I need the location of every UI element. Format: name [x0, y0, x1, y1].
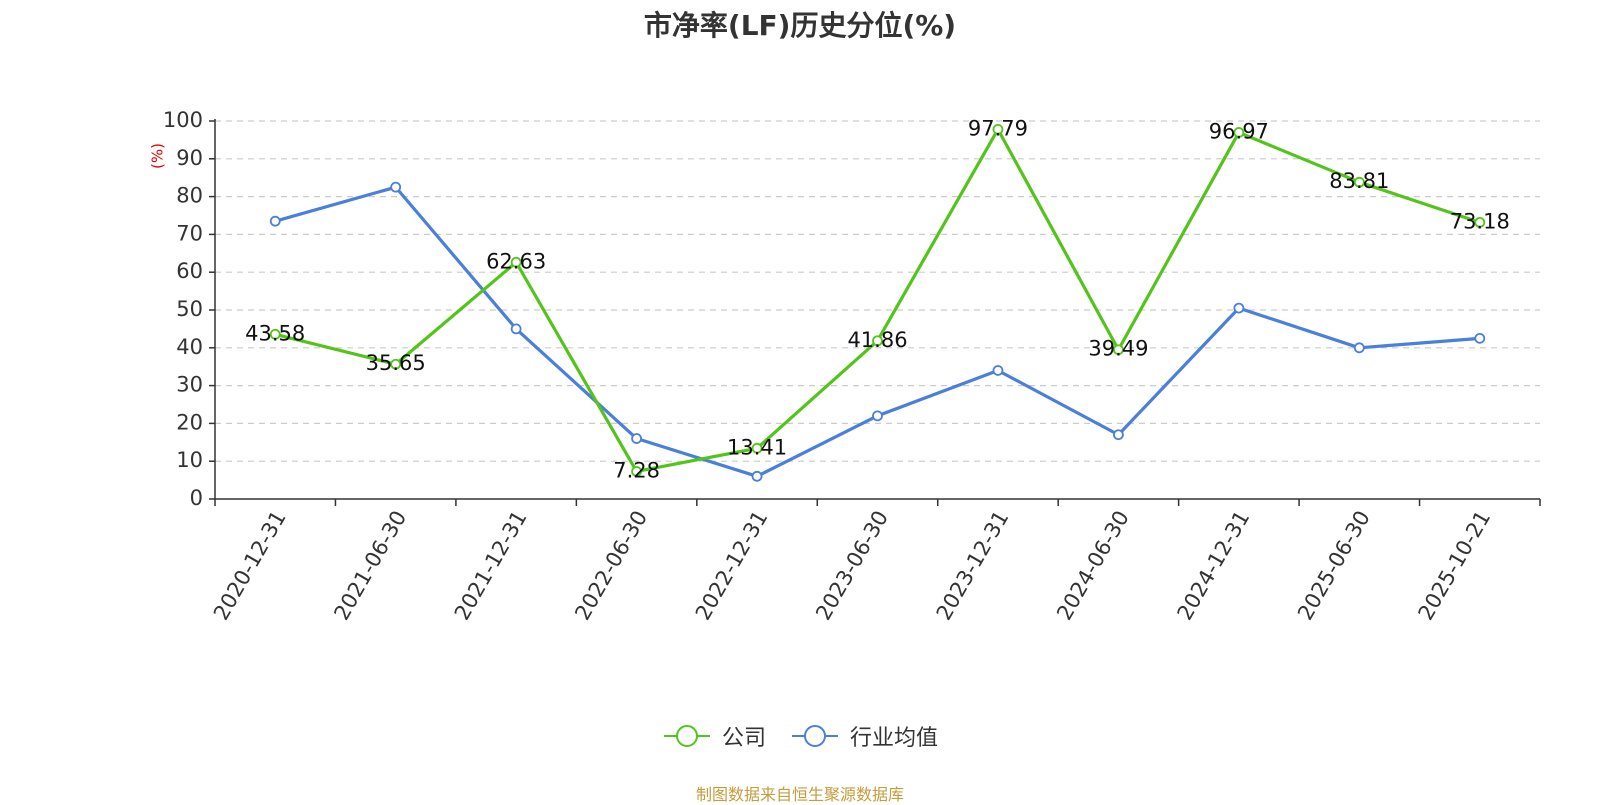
- data-point-company[interactable]: [872, 335, 883, 347]
- data-label-company: 62.63: [486, 249, 546, 273]
- data-label-company: 97.79: [968, 116, 1028, 140]
- data-point-industry[interactable]: [510, 323, 522, 335]
- data-point-industry[interactable]: [631, 433, 642, 444]
- x-tick-label: 2022-06-30: [570, 507, 652, 625]
- y-tick-label: 20: [176, 410, 203, 434]
- x-tick-label: 2023-12-31: [932, 507, 1014, 625]
- y-tick-label: 10: [176, 448, 203, 472]
- series-group: [269, 123, 1486, 482]
- x-tick-label: 2024-12-31: [1173, 507, 1255, 625]
- data-label-company: 43.58: [245, 321, 305, 345]
- legend-industry-icon: [792, 725, 838, 747]
- x-tick-label: 2021-06-30: [329, 507, 411, 625]
- data-point-industry[interactable]: [1353, 342, 1365, 354]
- y-tick-label: 100: [163, 108, 203, 132]
- y-tick-label: 70: [176, 221, 203, 245]
- legend-item-company[interactable]: 公司: [662, 720, 766, 752]
- data-point-company[interactable]: [510, 256, 522, 268]
- data-point-industry[interactable]: [1233, 302, 1245, 314]
- data-point-company[interactable]: [1233, 127, 1245, 138]
- legend: 公司 行业均值: [0, 720, 1600, 752]
- data-point-industry[interactable]: [269, 215, 281, 227]
- y-tick-label: 80: [176, 184, 203, 208]
- data-point-company[interactable]: [751, 442, 763, 454]
- data-point-company[interactable]: [631, 466, 642, 477]
- line-chart: 0 10 20 30 40 50 60 70 80 90 100 2020-12-31 2021-06-…: [149, 108, 1541, 625]
- data-point-company[interactable]: [1474, 216, 1486, 228]
- data-label-company: 73.18: [1450, 209, 1510, 233]
- y-tick-label: 0: [190, 486, 203, 510]
- data-labels: 43.58 35.65 62.63 7.28 13.41 41.86 97.79 39.49 9…: [245, 116, 1510, 482]
- data-label-company: 13.41: [727, 435, 787, 459]
- data-label-company: 83.81: [1329, 169, 1389, 193]
- chart-title: 市净率(LF)历史分位(%): [643, 9, 957, 42]
- y-tick-label: 30: [176, 373, 203, 397]
- data-point-industry[interactable]: [751, 470, 763, 482]
- y-tick-label: 60: [176, 259, 203, 283]
- data-point-industry[interactable]: [872, 410, 883, 422]
- data-point-industry[interactable]: [390, 181, 402, 193]
- grid-lines: [215, 120, 1540, 462]
- y-tick-label: 50: [176, 297, 203, 321]
- data-point-industry[interactable]: [1113, 429, 1124, 441]
- data-point-company[interactable]: [269, 328, 281, 340]
- legend-industry-label: 行业均值: [850, 726, 939, 751]
- x-tick-label: 2020-12-31: [209, 507, 291, 625]
- x-tick-label: 2025-06-30: [1293, 507, 1375, 625]
- legend-company-icon: [663, 725, 710, 747]
- source-note: 制图数据来自恒生聚源数据库: [695, 785, 904, 804]
- data-point-company[interactable]: [992, 123, 1004, 135]
- data-label-company: 96.97: [1209, 119, 1269, 143]
- x-tick-label: 2023-06-30: [811, 507, 893, 625]
- data-label-company: 39.49: [1088, 337, 1148, 361]
- x-tick-label: 2024-06-30: [1052, 507, 1134, 625]
- x-tick-label: 2022-12-31: [691, 507, 773, 625]
- y-tick-label: 90: [176, 146, 203, 170]
- y-axis-label: (%): [149, 143, 167, 169]
- legend-item-industry[interactable]: 行业均值: [790, 720, 938, 752]
- x-tick-label: 2021-12-31: [450, 507, 532, 625]
- data-point-industry[interactable]: [1474, 332, 1486, 344]
- legend-company-label: 公司: [721, 726, 766, 751]
- data-point-company[interactable]: [1113, 344, 1124, 356]
- data-label-company: 7.28: [613, 458, 660, 482]
- data-point-industry[interactable]: [992, 365, 1004, 376]
- data-label-company: 35.65: [366, 351, 426, 375]
- x-tick-label: 2025-10-21: [1413, 507, 1495, 625]
- y-tick-label: 40: [176, 335, 203, 359]
- data-point-company[interactable]: [1353, 176, 1365, 188]
- data-label-company: 41.86: [847, 328, 907, 352]
- data-point-company[interactable]: [390, 358, 402, 370]
